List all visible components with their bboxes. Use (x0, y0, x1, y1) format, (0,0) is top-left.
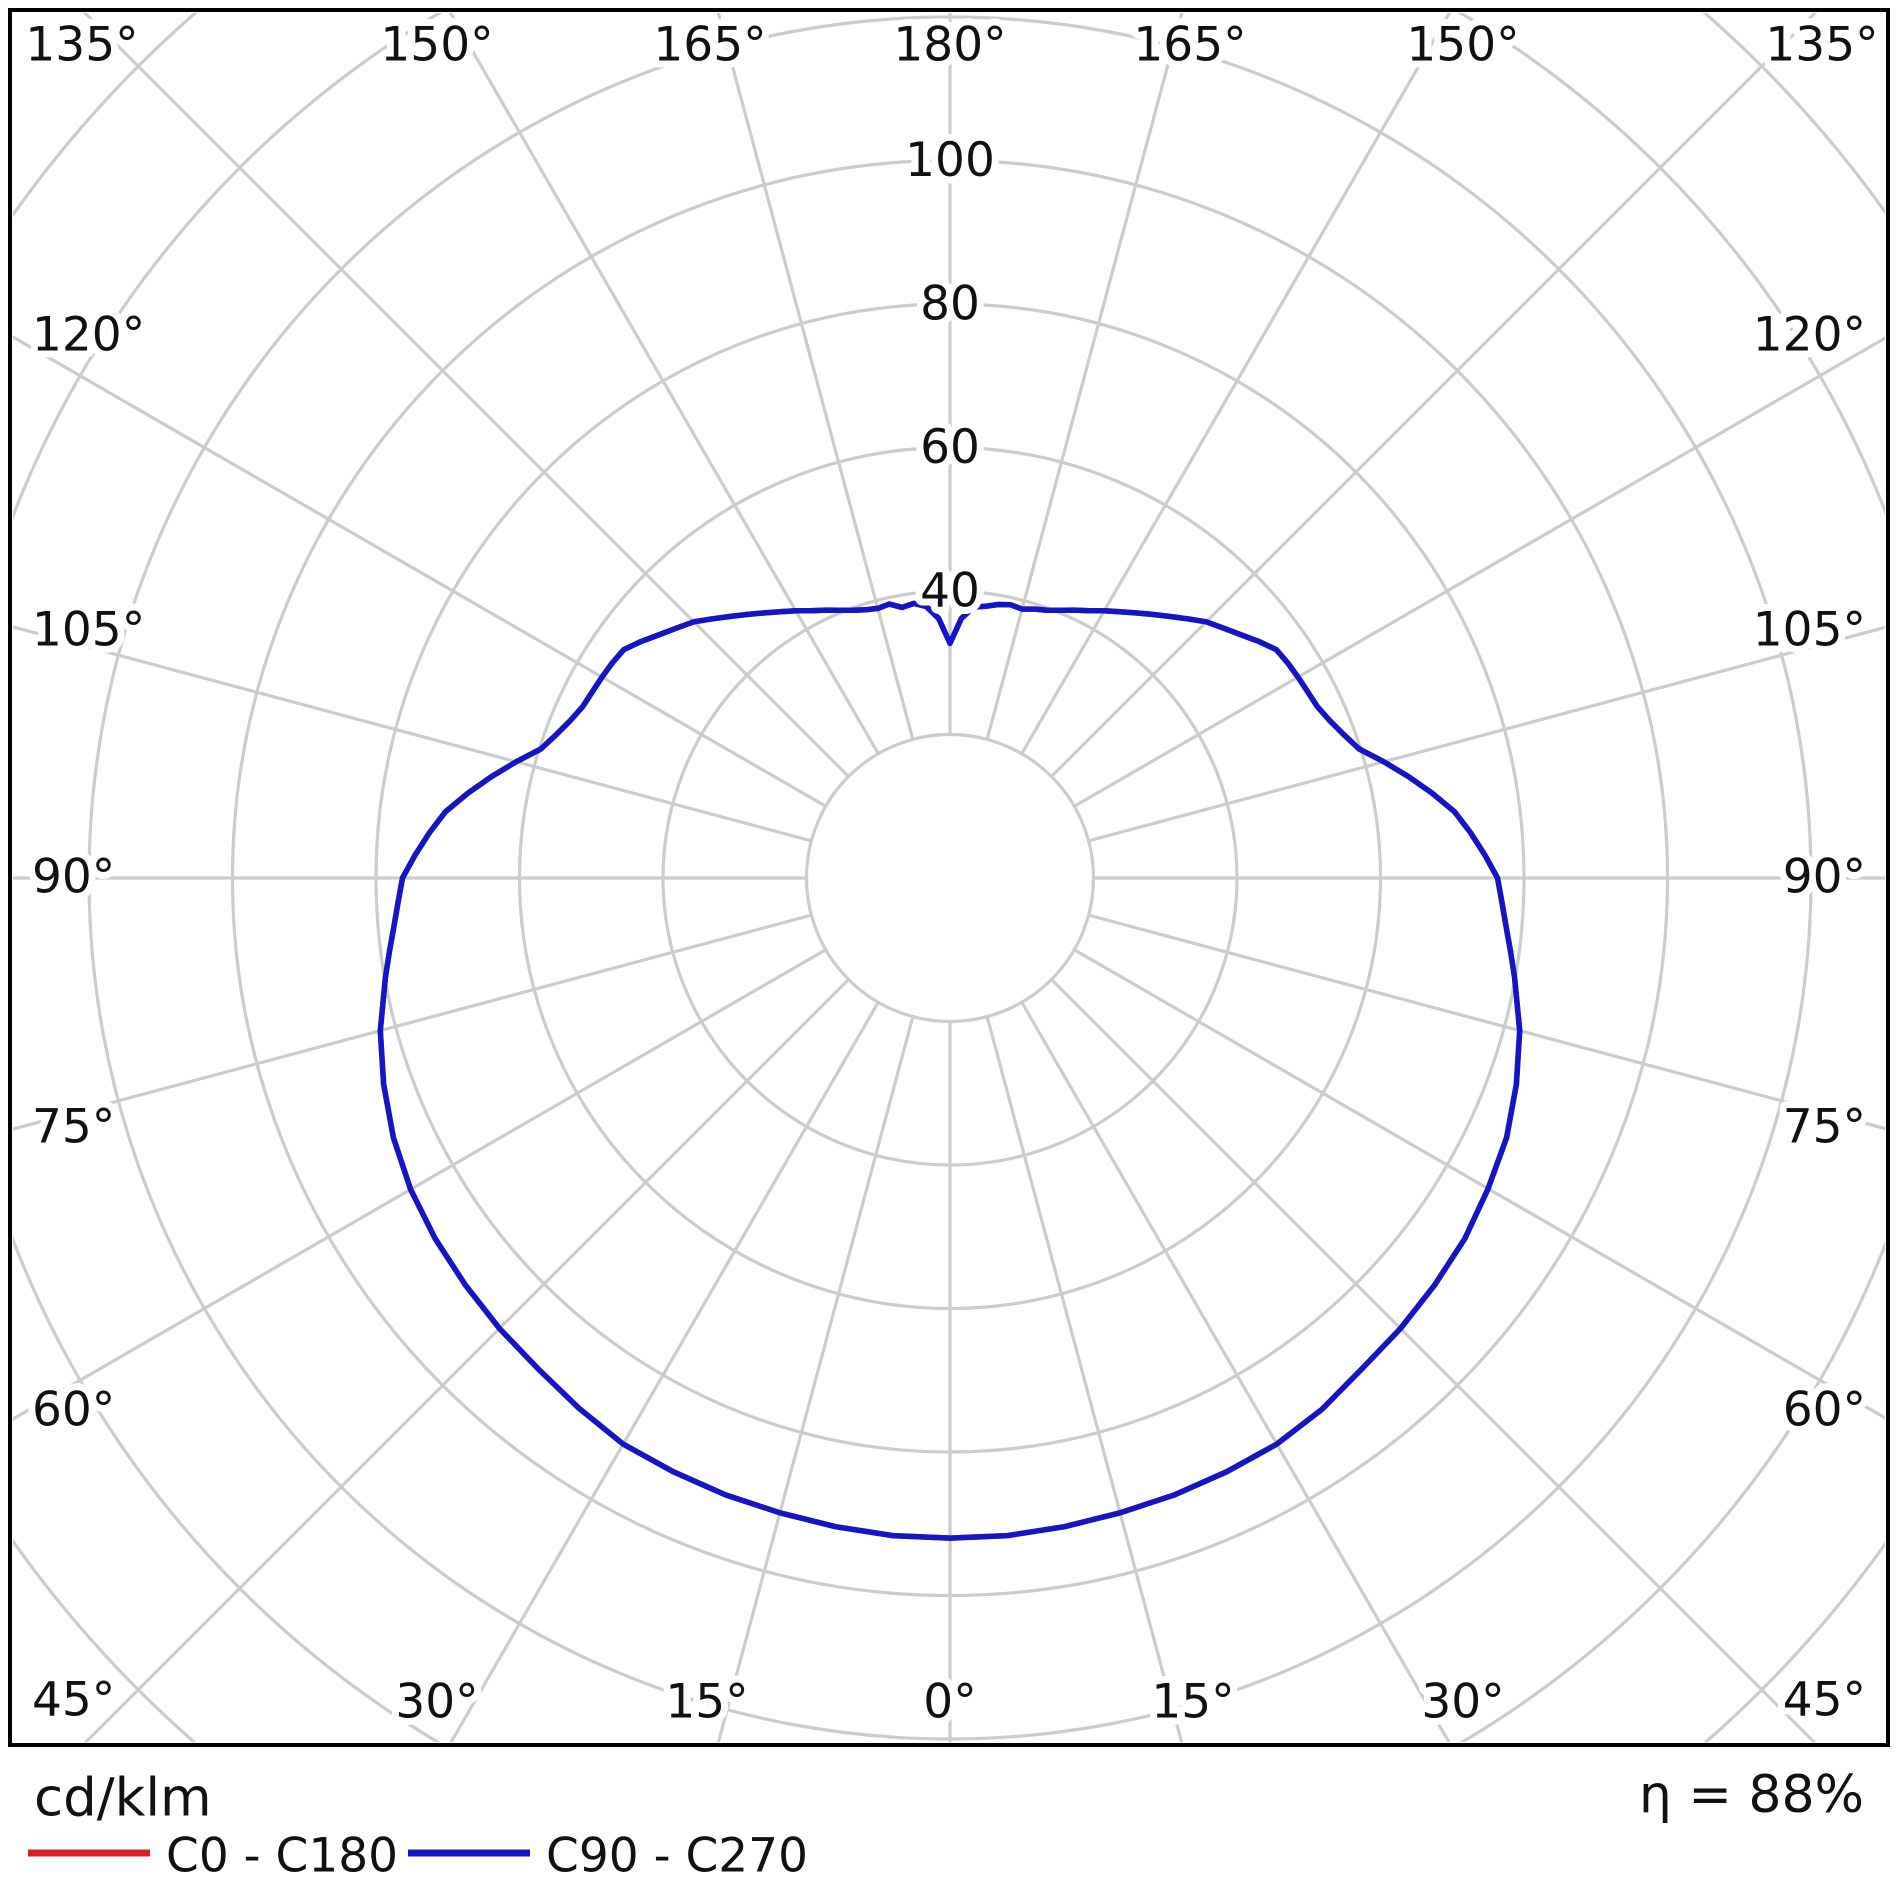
polar-grid-ray (1020, 13, 1452, 755)
polar-grid-ray (448, 13, 880, 755)
polar-grid-ray (1050, 978, 1817, 1742)
polar-grid-ray (449, 1001, 880, 1742)
polar-grid-ray (1088, 625, 1885, 843)
angle-label: 60° (32, 1383, 115, 1438)
axis-labels: 40 60 80 100 135° 150° 165° 180° 165° 150° 135° 120… (18, 11, 1885, 1737)
angle-label: 90° (1783, 850, 1866, 905)
angle-label: 135° (25, 18, 138, 73)
angle-label: 135° (1765, 18, 1878, 73)
polar-grid-ray (13, 948, 827, 1421)
distribution-curves (377, 600, 1523, 1541)
polar-grid-ray (1073, 336, 1885, 808)
polar-grid-ray (13, 625, 812, 843)
radial-tick-label: 60 (920, 420, 980, 475)
angle-label: 75° (32, 1100, 115, 1155)
polar-grid-ray (1073, 948, 1885, 1420)
angle-label: 165° (653, 18, 766, 73)
polar-grid-ray (13, 335, 827, 808)
angle-label: 45° (32, 1673, 115, 1728)
polar-grid-ray (83, 978, 850, 1742)
angle-label: 180° (893, 18, 1006, 73)
angle-label: 90° (32, 850, 115, 905)
polar-grid-ray (82, 13, 850, 778)
angle-label: 120° (1753, 308, 1866, 363)
radial-tick-label: 100 (905, 133, 995, 188)
angle-label: 15° (1151, 1675, 1234, 1730)
polar-grid-ray (716, 13, 915, 740)
polar-grid-ray (1050, 13, 1818, 778)
curve-c90-c270 (377, 600, 1523, 1541)
polar-grid-ray (716, 1016, 915, 1742)
polar-grid-ray (1088, 913, 1885, 1131)
angle-label: 75° (1783, 1100, 1866, 1155)
legend-label-c0-c180: C0 - C180 (166, 1829, 398, 1884)
plot-border (8, 8, 1890, 1747)
polar-grid-ray (985, 13, 1184, 740)
radial-tick-label: 40 (920, 564, 980, 619)
angle-label: 150° (380, 18, 493, 73)
angle-label: 150° (1406, 18, 1519, 73)
angle-label: 15° (665, 1675, 748, 1730)
efficiency-label: η = 88% (1639, 1765, 1864, 1825)
polar-grid-ray (985, 1016, 1184, 1742)
polar-grid-ray (1020, 1001, 1451, 1742)
angle-label: 30° (1421, 1675, 1504, 1730)
angle-label: 105° (1753, 603, 1866, 658)
angle-label: 30° (395, 1675, 478, 1730)
radial-tick-label: 80 (920, 277, 980, 332)
angle-label: 60° (1783, 1383, 1866, 1438)
polar-grid-circle (804, 732, 1096, 1024)
units-label: cd/klm (34, 1768, 212, 1829)
angle-label: 0° (923, 1675, 976, 1730)
angle-label: 165° (1133, 18, 1246, 73)
angle-label: 45° (1783, 1673, 1866, 1728)
angle-label: 120° (32, 308, 145, 363)
legend: C0 - C180 C90 - C270 (28, 1829, 808, 1884)
polar-grid-ray (13, 913, 812, 1131)
legend-label-c90-c270: C90 - C270 (546, 1829, 808, 1884)
angle-label: 105° (32, 603, 145, 658)
